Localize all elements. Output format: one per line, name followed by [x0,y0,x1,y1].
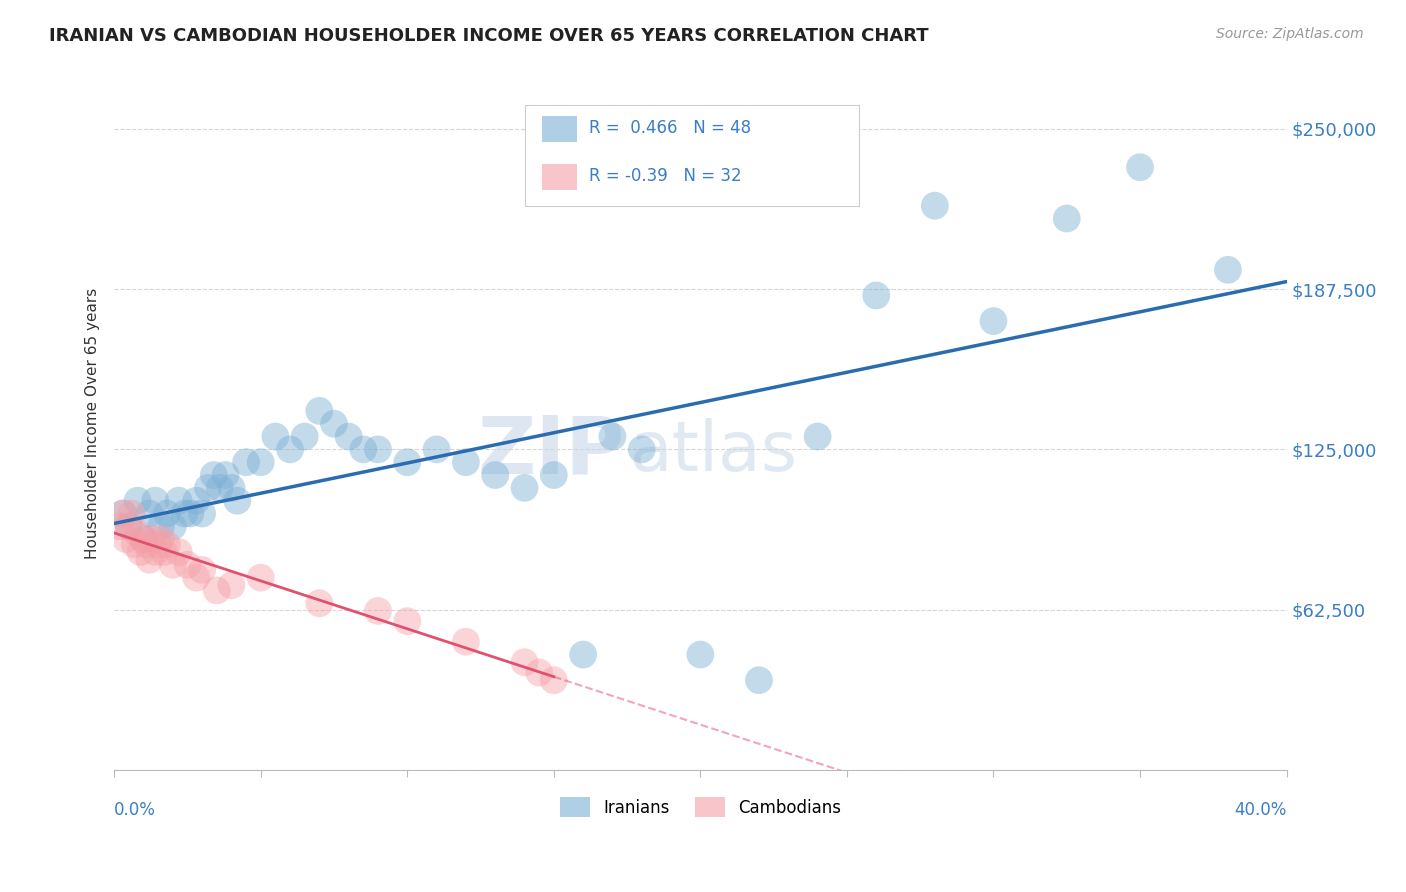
FancyBboxPatch shape [543,116,578,142]
Point [572,648,595,662]
Point [127,527,149,541]
Point [124,537,146,551]
Point [150,519,173,533]
Point [454,634,477,648]
Legend: Iranians, Cambodians: Iranians, Cambodians [553,790,848,824]
Point [132,532,155,546]
Point [484,468,506,483]
Point [111,507,134,521]
Point [115,532,138,546]
Point [308,596,330,610]
Text: 0.0%: 0.0% [114,800,156,819]
Point [249,571,271,585]
Text: 40.0%: 40.0% [1234,800,1286,819]
Point [191,563,214,577]
Point [308,404,330,418]
Text: R = -0.39   N = 32: R = -0.39 N = 32 [589,168,741,186]
Point [150,532,173,546]
Point [141,532,163,546]
Point [156,507,179,521]
Text: IRANIAN VS CAMBODIAN HOUSEHOLDER INCOME OVER 65 YEARS CORRELATION CHART: IRANIAN VS CAMBODIAN HOUSEHOLDER INCOME … [49,27,929,45]
Point [454,455,477,469]
Point [167,493,190,508]
Point [513,655,536,669]
Point [138,507,160,521]
Text: Source: ZipAtlas.com: Source: ZipAtlas.com [1216,27,1364,41]
Point [173,507,195,521]
Point [924,199,946,213]
Point [132,532,155,546]
Text: R =  0.466   N = 48: R = 0.466 N = 48 [589,119,751,137]
Point [205,583,228,598]
Point [118,519,141,533]
Point [191,507,214,521]
Point [426,442,449,457]
Text: ZIP: ZIP [477,412,624,491]
Point [337,429,360,443]
Point [208,481,231,495]
Point [143,545,166,559]
Point [118,519,141,533]
Point [1056,211,1078,226]
FancyBboxPatch shape [543,164,578,190]
Point [527,665,550,680]
Point [352,442,374,457]
Point [179,507,201,521]
Point [396,455,419,469]
Point [543,673,565,688]
Point [127,493,149,508]
Point [108,519,131,533]
Y-axis label: Householder Income Over 65 years: Householder Income Over 65 years [86,288,100,559]
Point [396,614,419,628]
Point [689,648,711,662]
Point [1129,160,1152,174]
FancyBboxPatch shape [524,105,859,205]
Point [153,545,176,559]
Point [1216,262,1239,277]
Point [294,429,316,443]
Point [214,468,236,483]
Point [186,493,208,508]
Point [138,552,160,566]
Point [323,417,346,431]
Point [278,442,301,457]
Point [121,507,143,521]
Point [143,493,166,508]
Point [264,429,287,443]
Point [249,455,271,469]
Point [367,604,389,618]
Point [983,314,1005,328]
Point [162,558,184,572]
Point [602,429,624,443]
Point [221,481,243,495]
Point [630,442,652,457]
Point [129,545,152,559]
Point [543,468,565,483]
Point [167,545,190,559]
Point [513,481,536,495]
Point [748,673,770,688]
Point [162,519,184,533]
Point [226,493,249,508]
Point [221,578,243,592]
Point [235,455,257,469]
Point [865,288,887,302]
Point [146,537,169,551]
Point [176,558,198,572]
Point [186,571,208,585]
Text: atlas: atlas [630,418,799,485]
Point [135,537,157,551]
Point [156,537,179,551]
Point [197,481,219,495]
Point [111,507,134,521]
Point [807,429,830,443]
Point [367,442,389,457]
Point [202,468,225,483]
